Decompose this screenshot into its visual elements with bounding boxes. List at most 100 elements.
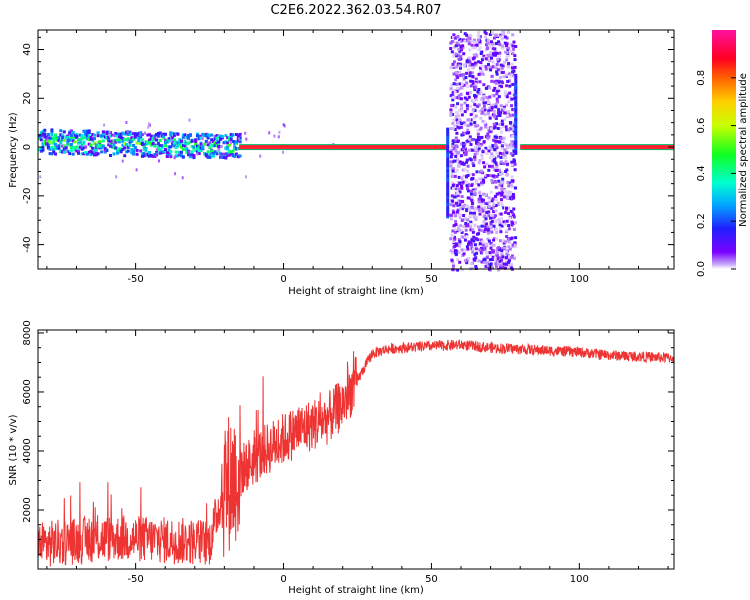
spectrogram-cell [501,81,505,85]
spectrogram-cell [460,184,463,188]
spectrogram-cell [117,149,121,152]
spectrogram-cell [467,68,471,72]
spectrogram-cell [478,228,482,232]
spectrogram-cell [84,145,88,149]
spectrogram-cell [500,119,504,123]
spectrogram-cell [495,264,499,268]
spectrogram-cell [492,224,496,228]
spectrogram-cell [514,134,518,138]
spectrogram-cell [496,68,500,72]
spectrogram-cell [158,131,162,135]
spectrogram-cell [495,164,499,168]
spectrogram-cell [75,149,79,153]
spectrogram-cell [183,133,187,137]
spectrogram-cell [498,67,502,71]
spectrogram-cell [219,152,222,156]
spectrogram-cell [510,175,514,179]
spectrogram-cell [485,152,489,156]
spectrogram-cell [66,134,70,138]
spectrogram-cell [494,259,498,263]
spectrogram-cell [128,143,132,147]
spectrogram-cell [117,135,121,139]
spectrogram-cell [116,134,120,138]
spectrogram-cell [192,145,196,149]
spectrogram-cell [486,174,490,177]
spectrogram-cell [495,122,499,126]
spectrogram-cell [453,60,456,64]
spectrogram-cell [506,65,510,69]
spectrogram-cell [480,229,484,232]
spectrogram-cell [485,256,489,260]
spectrogram-cell [87,150,91,154]
spectrogram-cell [512,40,516,44]
spectrogram-cell [514,76,518,80]
spectrogram-cell [458,96,462,100]
spectrogram-cell [511,193,515,196]
spectrogram-cell [480,181,484,185]
spectrogram-cell [126,133,130,136]
spectrogram-cell [463,167,467,171]
spectrogram-cell [458,58,461,61]
spectrogram-cell [100,150,104,154]
spectrogram-cell [224,134,228,138]
spectrogram-cell [507,128,511,132]
spectrogram-cell [485,261,489,265]
spectrogram-cell [453,237,457,241]
spectrogram-cell [109,144,112,148]
spectrogram-cell [69,143,73,146]
spectrogram-cell [507,100,511,104]
spectrogram-cell [484,175,488,179]
spectrogram-cell [489,226,493,230]
spectrogram-cell [446,205,450,209]
spectrogram-cell [446,183,450,187]
spectrogram-cell [231,149,235,153]
spectrogram-cell [459,181,463,185]
spectrogram-cell [492,122,496,126]
spectrogram-cell [498,43,502,47]
spectrogram-cell [164,141,167,145]
spectrogram-cell [50,130,54,134]
spectrogram-cell [148,138,151,142]
spectrogram-cell [486,99,490,103]
spectrogram-cell [505,162,509,166]
spectrogram-cell [485,101,489,105]
spectrogram-cell [62,150,66,154]
spectrogram-cell [460,74,464,78]
spectrogram-cell [507,79,511,83]
spectrogram-cell [167,152,171,156]
spectrogram-cell [446,215,450,219]
spectrogram-cell [148,154,151,158]
spectrogram-cell [472,40,476,44]
spectrogram-cell [514,78,518,82]
spectrogram-cell [227,138,231,142]
spectrogram-cell [450,40,454,44]
spectrogram-cell [220,152,224,156]
spectrogram-cell [469,243,473,247]
spectrogram-cell [493,115,497,119]
spectrogram-cell [496,111,500,115]
spectrogram-cell [486,101,490,105]
spectrogram-cell [490,199,494,203]
spectrogram-cell [450,104,454,108]
spectrogram-cell [75,145,79,149]
spectrogram-cell [178,153,182,157]
spectrogram-cell [87,134,91,138]
spectrogram-cell [68,131,72,135]
spectrogram-cell [219,137,222,141]
spectrogram-cell [505,84,509,88]
spectrogram-cell [110,145,114,149]
spectrogram-cell [507,206,511,210]
spectrogram-cell [486,39,490,42]
spectrogram-cell [487,63,490,66]
spectrogram-cell [508,196,511,200]
carrier-line [239,145,447,150]
spectrogram-cell [231,140,235,143]
spectrogram-cell [96,131,100,135]
spectrogram-cell [470,71,474,75]
spectrogram-cell [480,136,484,139]
spectrogram-cell [489,253,493,257]
spectrogram-cell [73,133,77,137]
spectrogram-cell [55,136,59,140]
spectrogram-cell [174,172,177,176]
spectrogram-cell [502,206,506,210]
